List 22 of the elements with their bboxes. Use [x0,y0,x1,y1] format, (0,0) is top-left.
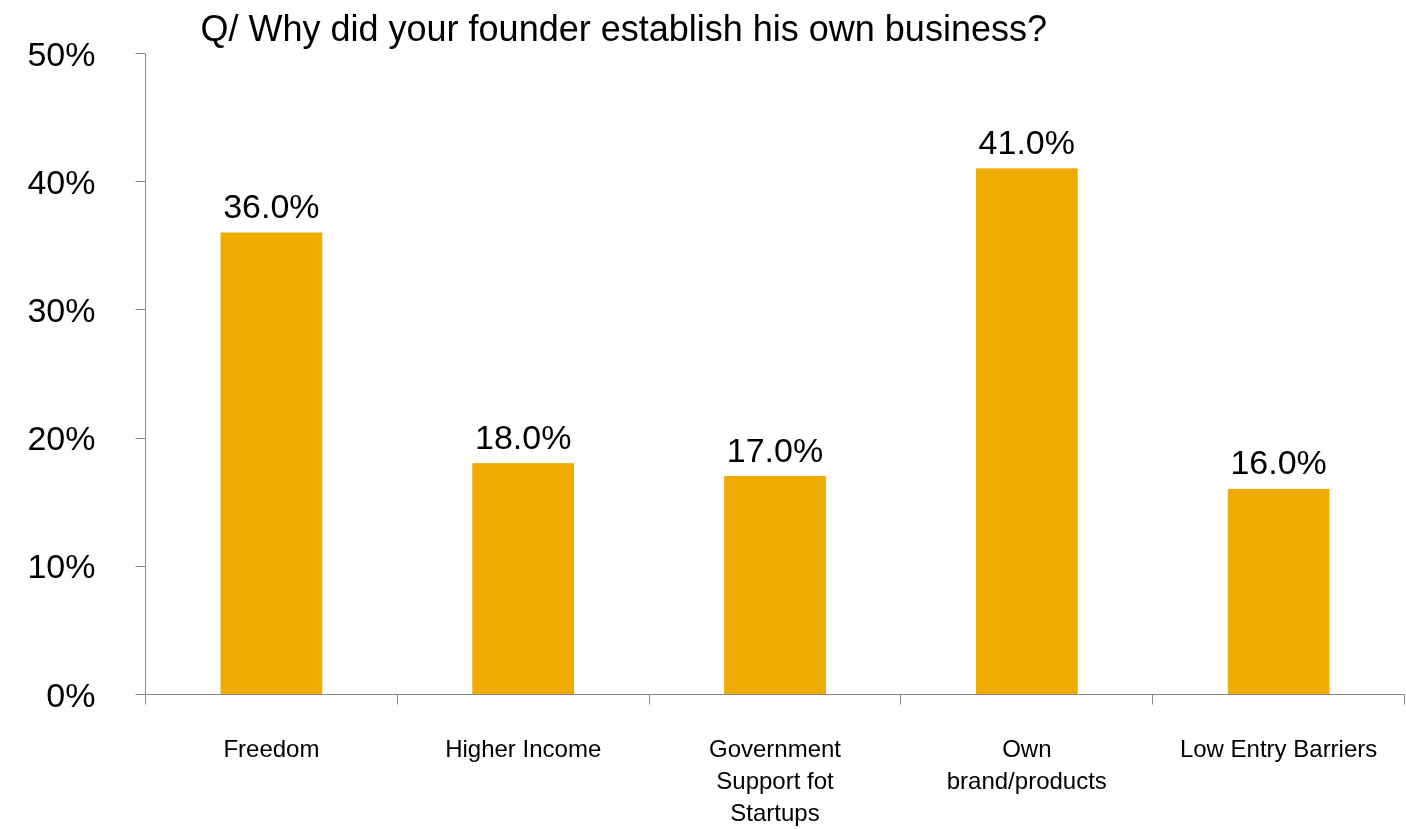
data-label: 36.0% [223,186,320,225]
y-tick-label: 20% [27,419,96,458]
x-tick-label: Low Entry Barriers [1179,734,1378,762]
bar [1227,488,1330,695]
data-label: 17.0% [726,430,824,469]
chart-title: Q/ Why did your founder establish his own business? [200,7,1047,49]
bar [724,476,826,695]
bar [975,168,1078,695]
y-tick-label: 0% [46,675,96,714]
y-tick-label: 50% [27,34,96,73]
y-tick-label: 30% [27,290,96,329]
data-label: 41.0% [978,122,1075,161]
x-tick-label: Own brand/products [946,734,1107,794]
y-tick-label: 10% [27,547,96,586]
bar [220,232,323,695]
data-label: 18.0% [475,417,572,456]
bar [472,463,575,695]
x-tick-label: Government Support fot Startups [708,734,842,827]
x-tick-label: Higher Income [445,734,602,762]
y-tick-label: 40% [27,162,96,201]
data-label: 16.0% [1230,443,1327,482]
x-tick-label: Freedom [223,734,320,762]
